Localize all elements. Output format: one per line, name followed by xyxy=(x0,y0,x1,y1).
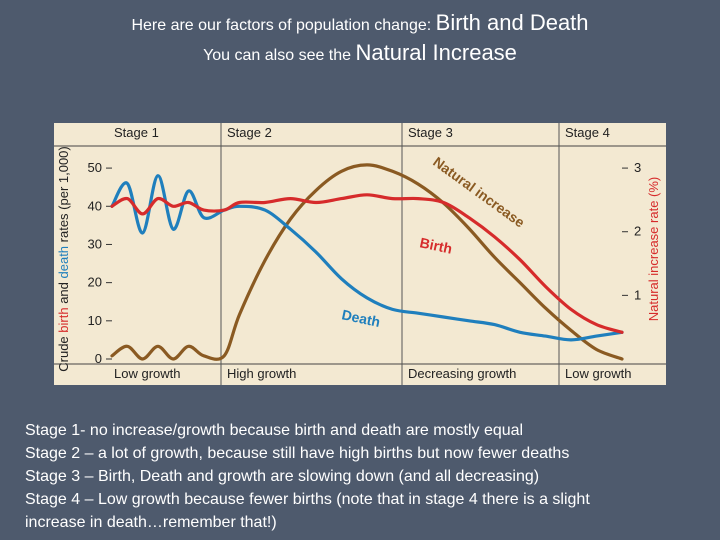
y-left-axis-label-part: birth xyxy=(56,307,71,332)
y-left-tick-label: 50 xyxy=(88,160,102,175)
demographic-transition-chart: Stage 1 Low growth Stage 2 High growth Stage… xyxy=(54,123,666,385)
y-left-axis-label-part: Crude xyxy=(56,333,71,372)
series-label-death: Death xyxy=(340,306,381,330)
body-line-4: Stage 4 – Low growth because fewer birth… xyxy=(25,491,590,508)
stage-label: Stage 3 xyxy=(408,125,453,140)
title-line-2-emphasis: Natural Increase xyxy=(355,40,517,65)
y-left-axis-label-part: rates (per 1,000) xyxy=(56,146,71,246)
slide-title-line-2: You can also see the Natural Increase xyxy=(0,40,720,66)
chart-svg: Stage 1 Low growth Stage 2 High growth Stage… xyxy=(54,123,666,385)
y-left-tick-label: 0 xyxy=(95,351,102,366)
y-right-tick-label: 3 xyxy=(634,160,641,175)
body-line-5: increase in death…remember that!) xyxy=(25,514,277,531)
series-line-birth xyxy=(110,193,624,334)
title-line-1-text: Here are our factors of population chang… xyxy=(131,17,432,34)
y-left-tick-label: 30 xyxy=(88,236,102,251)
y-left-axis-label-part: death xyxy=(56,246,71,279)
y-right-axis-label: Natural increase rate (%) xyxy=(646,177,661,322)
y-left-tick-label: 10 xyxy=(88,313,102,328)
series-label-natural-increase: Natural increase xyxy=(430,153,528,230)
y-right-tick-label: 2 xyxy=(634,224,641,239)
title-line-1-emphasis: Birth and Death xyxy=(435,10,589,35)
series-line-death xyxy=(110,174,624,342)
stage-label: Stage 4 xyxy=(565,125,610,140)
y-left-axis-label-part: and xyxy=(56,279,71,308)
y-left-tick-label: 40 xyxy=(88,198,102,213)
stage-growth-label: High growth xyxy=(227,366,296,381)
y-right-tick-label: 1 xyxy=(634,287,641,302)
body-line-1: Stage 1- no increase/growth because birt… xyxy=(25,422,524,439)
series-line-natural-increase xyxy=(110,163,624,361)
y-left-axis-label: Crude birth and death rates (per 1,000) xyxy=(56,146,71,372)
stage-growth-label: Low growth xyxy=(565,366,631,381)
slide-title-line-1: Here are our factors of population chang… xyxy=(0,10,720,36)
y-left-tick-label: 20 xyxy=(88,275,102,290)
stage-growth-label: Low growth xyxy=(114,366,180,381)
title-line-2-text: You can also see the xyxy=(203,47,352,64)
stage-growth-label: Decreasing growth xyxy=(408,366,516,381)
body-line-3: Stage 3 – Birth, Death and growth are sl… xyxy=(25,468,540,485)
stage-label: Stage 1 xyxy=(114,125,159,140)
body-line-2: Stage 2 – a lot of growth, because still… xyxy=(25,445,570,462)
series-label-birth: Birth xyxy=(418,234,453,256)
stage-label: Stage 2 xyxy=(227,125,272,140)
explanation-text: Stage 1- no increase/growth because birt… xyxy=(25,419,705,534)
